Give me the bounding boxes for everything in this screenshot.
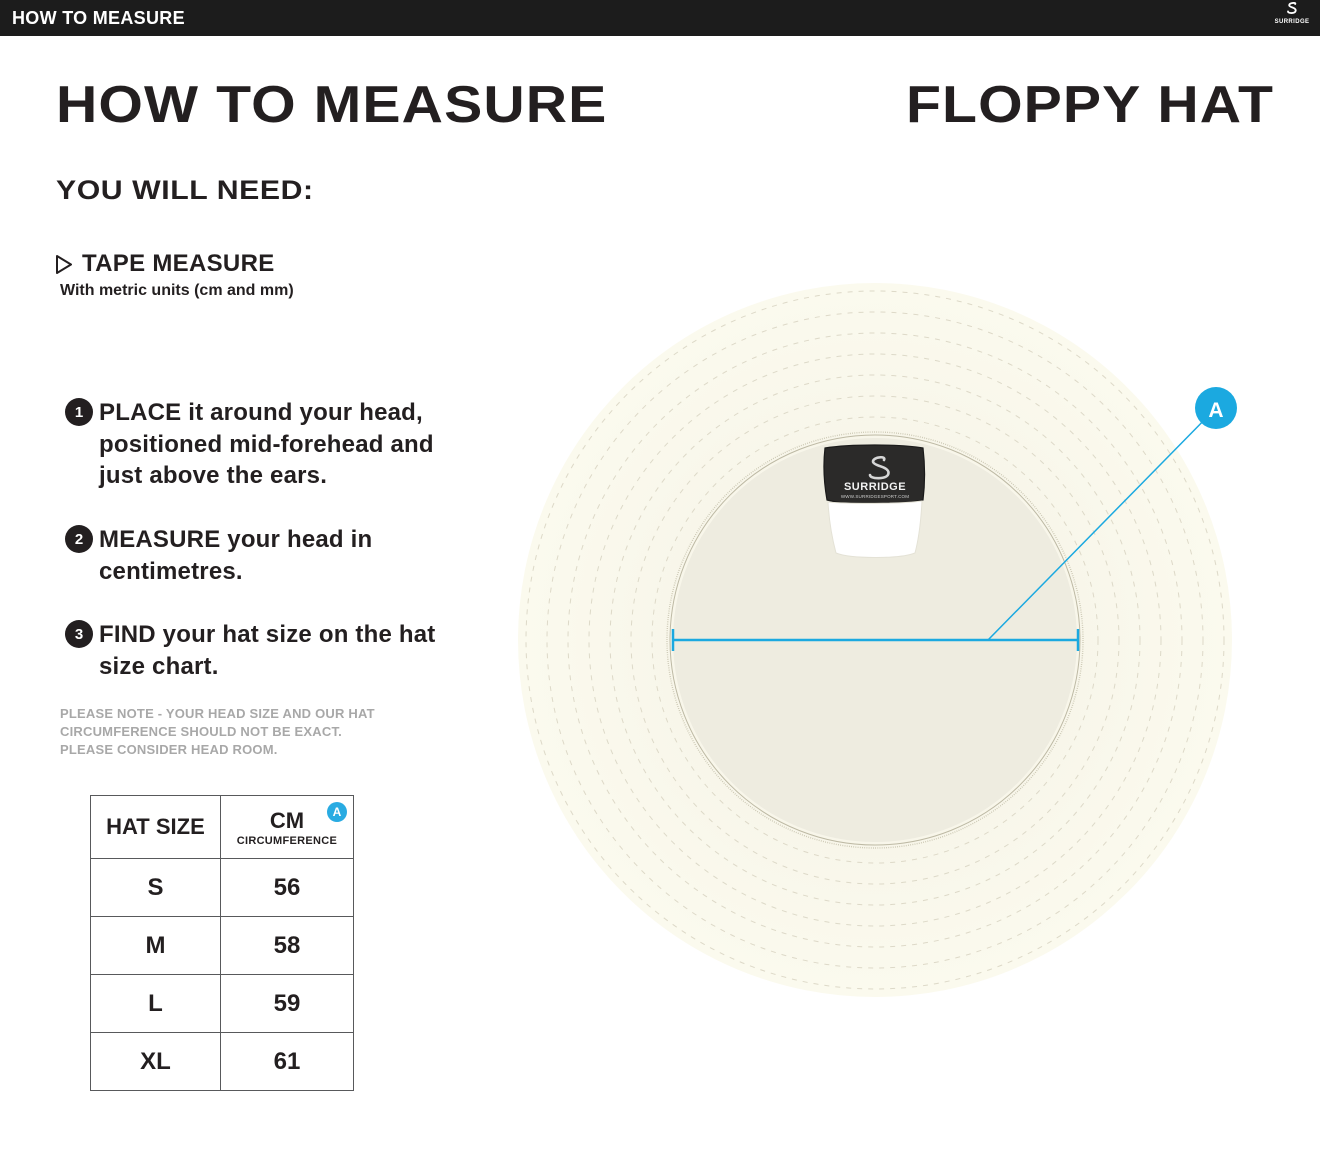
svg-text:A: A: [1208, 399, 1223, 422]
svg-text:SURRIDGE: SURRIDGE: [844, 481, 906, 493]
svg-text:WWW.SURRIDGESPORT.COM: WWW.SURRIDGESPORT.COM: [841, 494, 909, 499]
